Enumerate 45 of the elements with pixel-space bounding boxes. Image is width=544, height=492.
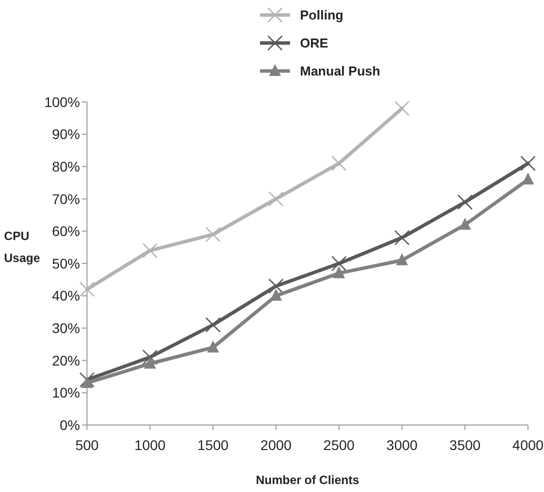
point xyxy=(205,226,221,242)
y-tick-label: 10% xyxy=(52,384,80,401)
point xyxy=(331,256,347,272)
point xyxy=(268,191,284,207)
x-tick-label: 500 xyxy=(75,437,99,453)
point xyxy=(144,356,156,369)
point xyxy=(331,156,347,172)
point xyxy=(457,194,473,210)
y-tick-label: 100% xyxy=(44,94,80,110)
y-tick-label: 30% xyxy=(52,320,80,336)
point xyxy=(81,376,93,388)
y-tick-label: 90% xyxy=(52,126,80,142)
x-tick-label: 4000 xyxy=(512,437,544,453)
point xyxy=(394,230,410,246)
x-tick-label: 2000 xyxy=(260,437,292,453)
x-tick-label: 3500 xyxy=(449,437,481,453)
x-axis-title: Number of Clients xyxy=(256,473,360,487)
legend-label: Polling xyxy=(300,8,344,23)
y-tick-label: 40% xyxy=(52,288,80,304)
point xyxy=(270,288,282,301)
point xyxy=(79,282,95,297)
point xyxy=(459,218,471,230)
y-tick-label: 0% xyxy=(60,416,80,433)
x-tick-label: 1000 xyxy=(134,437,166,453)
point xyxy=(268,278,284,294)
y-axis-title: CPU Usage xyxy=(4,229,40,265)
x-tick-label: 1500 xyxy=(197,437,229,453)
point xyxy=(142,350,158,365)
point xyxy=(394,100,410,116)
y-tick-label: 20% xyxy=(52,352,80,368)
y-tick-label: 60% xyxy=(52,223,80,240)
legend-label: Manual Push xyxy=(300,64,380,79)
y-tick-label: 70% xyxy=(52,190,80,207)
point xyxy=(396,253,408,266)
legend-label: ORE xyxy=(300,36,328,51)
x-tick-label: 3000 xyxy=(386,437,418,453)
point xyxy=(520,156,536,172)
x-tick-label: 2500 xyxy=(323,437,355,453)
point xyxy=(205,317,221,333)
point xyxy=(207,340,219,352)
y-tick-label: 80% xyxy=(52,158,80,174)
point xyxy=(79,372,95,388)
point xyxy=(142,242,158,258)
y-tick-label: 50% xyxy=(52,255,80,272)
point xyxy=(333,266,345,278)
